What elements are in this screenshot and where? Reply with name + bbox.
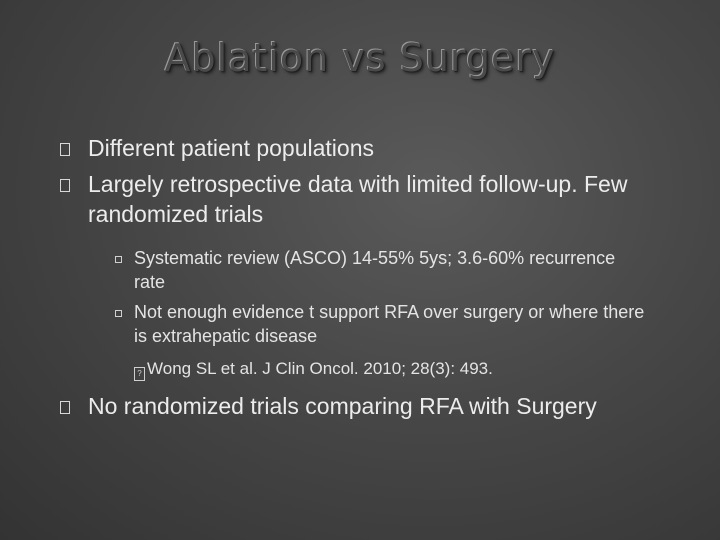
- square-bullet-icon: [115, 256, 122, 263]
- missing-glyph-icon: ?: [134, 367, 145, 381]
- sub-bullet-item: Not enough evidence t support RFA over s…: [134, 302, 645, 346]
- checkbox-bullet-icon: [60, 401, 70, 414]
- checkbox-bullet-icon: [60, 143, 70, 156]
- square-bullet-icon: [115, 310, 122, 317]
- bullet-item: Largely retrospective data with limited …: [88, 171, 628, 227]
- bullet-item: Different patient populations: [88, 135, 374, 161]
- bullet-item: No randomized trials comparing RFA with …: [88, 393, 597, 419]
- checkbox-bullet-icon: [60, 179, 70, 192]
- sub-bullet-item: Systematic review (ASCO) 14-55% 5ys; 3.6…: [134, 248, 616, 292]
- slide-title: Ablation vs Surgery: [164, 36, 556, 80]
- citation-text: Wong SL et al. J Clin Oncol. 2010; 28(3)…: [147, 359, 493, 378]
- citation: ? Wong SL et al. J Clin Oncol. 2010; 28(3…: [134, 359, 493, 381]
